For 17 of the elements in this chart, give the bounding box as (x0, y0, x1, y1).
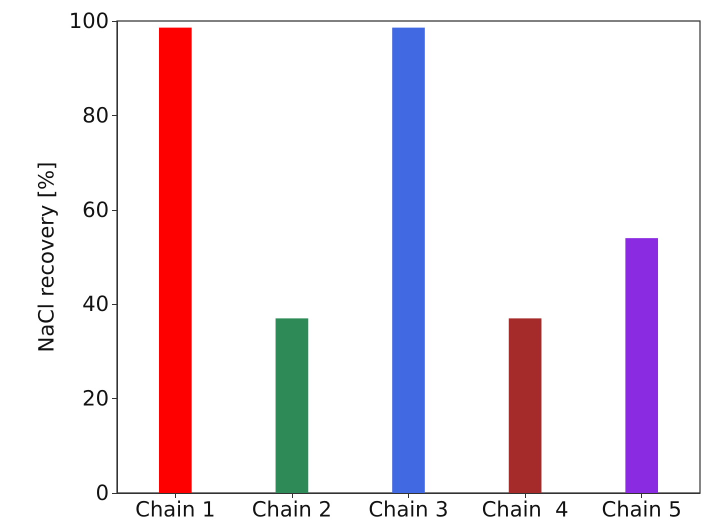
bar (625, 238, 658, 493)
x-tick-label: Chain 4 (482, 498, 568, 522)
x-tick-label: Chain 5 (602, 498, 682, 522)
bar (508, 318, 542, 493)
x-tick-label: Chain 1 (135, 498, 216, 522)
y-tick-label: 0 (96, 481, 109, 505)
y-tick-label: 60 (82, 198, 109, 222)
bar (158, 28, 192, 493)
x-tick-label: Chain 3 (368, 498, 449, 522)
y-tick-label: 40 (82, 292, 109, 316)
x-tick-label: Chain 2 (252, 498, 332, 522)
y-tick-label: 20 (82, 386, 109, 411)
bar (276, 318, 308, 493)
y-tick-label: 80 (82, 103, 109, 128)
y-tick-label: 100 (68, 9, 109, 33)
bar (392, 28, 425, 493)
y-axis-title: NaCl recovery [%] (34, 162, 58, 352)
